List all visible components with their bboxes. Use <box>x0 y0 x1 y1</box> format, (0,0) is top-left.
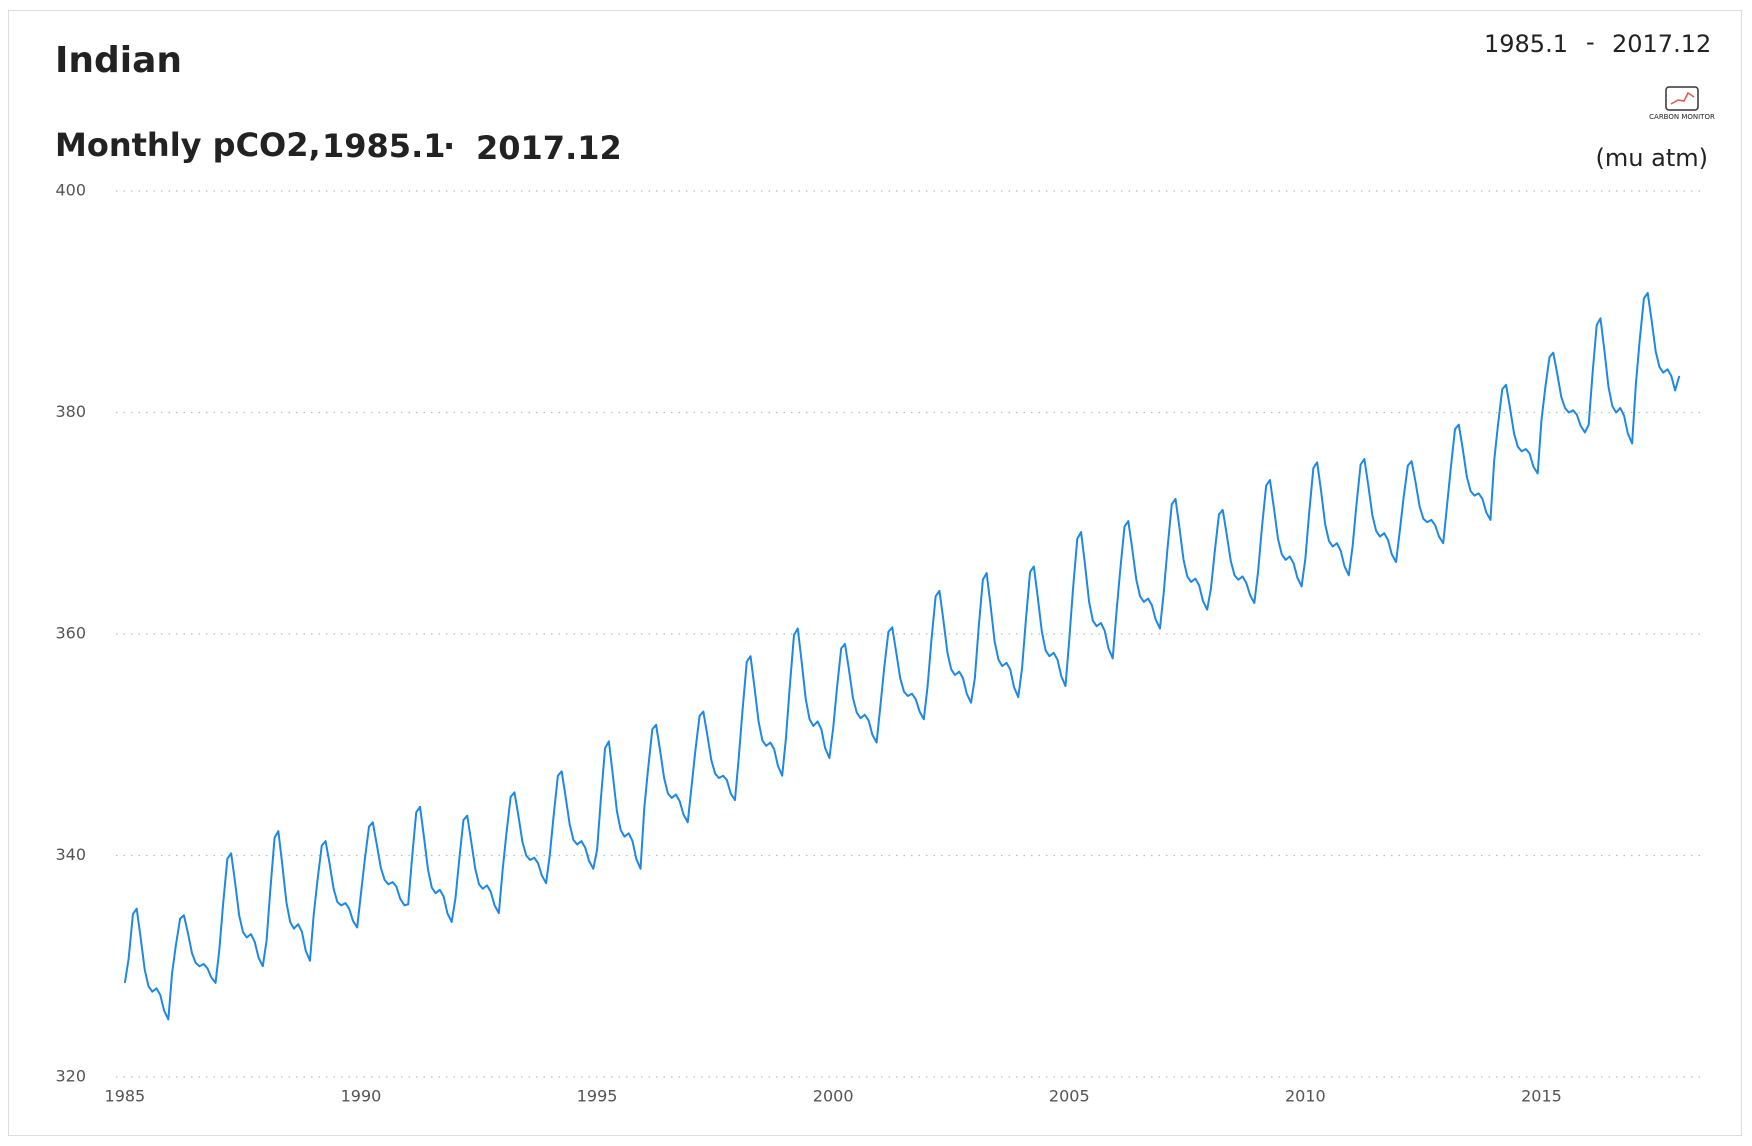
subtitle-separator: · <box>443 127 455 165</box>
chart-frame <box>8 10 1742 1136</box>
chart-title: Indian <box>55 40 182 81</box>
data-line <box>123 291 1681 1021</box>
range-end: 2017.12 <box>1612 30 1711 58</box>
x-tick-label: 2015 <box>1521 1087 1562 1106</box>
x-tick-label: 2005 <box>1049 1087 1090 1106</box>
y-tick-label: 320 <box>55 1067 86 1086</box>
x-tick-label: 2010 <box>1285 1087 1326 1106</box>
y-tick-label: 400 <box>55 181 86 200</box>
logo-line <box>1670 91 1695 105</box>
y-unit: (mu atm) <box>1596 144 1708 172</box>
x-tick-label: 2000 <box>813 1087 854 1106</box>
subtitle-start: 1985.1 <box>322 127 445 165</box>
x-tick-label: 1985 <box>105 1087 146 1106</box>
logo-text: CARBON MONITOR <box>1649 113 1715 121</box>
range-start: 1985.1 <box>1484 30 1568 58</box>
x-tick-label: 1995 <box>577 1087 618 1106</box>
chart-subtitle: Monthly pCO2, <box>55 126 321 164</box>
subtitle-end: 2017.12 <box>476 129 622 167</box>
y-tick-label: 380 <box>55 402 86 421</box>
y-tick-label: 340 <box>55 845 86 864</box>
logo: CARBON MONITOR <box>1649 86 1715 121</box>
logo-frame <box>1665 86 1699 111</box>
y-tick-label: 360 <box>55 624 86 643</box>
x-tick-label: 1990 <box>341 1087 382 1106</box>
range-separator: - <box>1586 28 1595 56</box>
